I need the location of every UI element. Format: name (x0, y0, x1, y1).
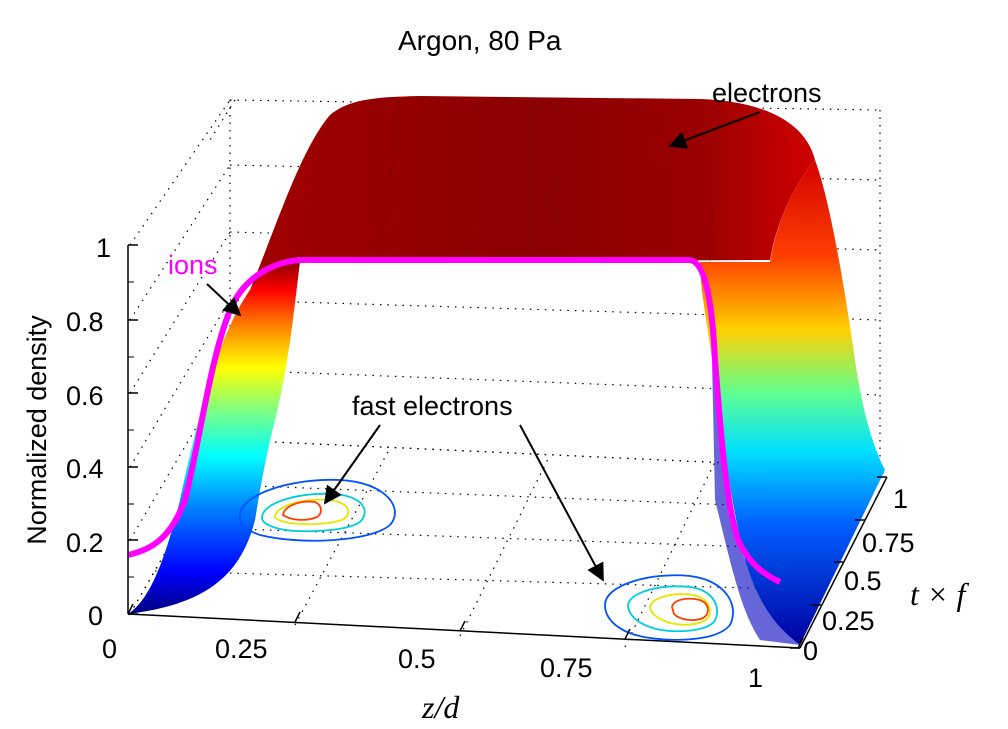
fast-electrons-arrow-right (519, 424, 604, 582)
y-axis-label: t × f (910, 576, 969, 612)
electrons-surface (128, 96, 885, 645)
grid-lines (129, 99, 881, 648)
x-tick-label: 0.75 (540, 653, 593, 683)
fast-electrons-label: fast electrons (352, 391, 513, 421)
ions-label: ions (168, 250, 218, 280)
z-axis-ticks (128, 244, 138, 615)
chart-title: Argon, 80 Pa (398, 25, 562, 56)
y-tick-label: 1 (893, 484, 908, 514)
ions-arrow (206, 283, 242, 317)
fast-electrons-arrow-left (323, 424, 381, 505)
x-axis-ticks (127, 603, 804, 649)
z-tick-label: 0.8 (66, 307, 104, 337)
y-tick-label: 0.75 (862, 528, 915, 558)
z-tick-label: 1 (96, 233, 111, 263)
z-tick-labels: 0 0.2 0.4 0.6 0.8 1 (66, 233, 111, 631)
z-minor-ticks (128, 281, 134, 578)
contours-right (604, 574, 734, 641)
x-tick-labels: 0 0.25 0.5 0.75 1 (102, 634, 763, 693)
y-axis-ticks (790, 476, 887, 649)
y-tick-labels: 0 0.25 0.5 0.75 1 (803, 484, 915, 666)
x-tick-label: 0 (102, 634, 117, 664)
z-tick-label: 0.4 (66, 454, 104, 484)
ions-line (127, 257, 782, 585)
electrons-arrow (668, 111, 761, 149)
z-tick-label: 0.6 (66, 381, 104, 411)
z-axis-label: Normalized density (22, 315, 52, 545)
x-tick-label: 0.5 (398, 644, 436, 674)
z-tick-label: 0 (88, 601, 103, 631)
y-tick-label: 0 (803, 636, 818, 666)
x-axis-label: z/d (421, 689, 460, 725)
y-tick-label: 0.5 (844, 566, 882, 596)
electrons-label: electrons (712, 78, 822, 108)
z-tick-label: 0.2 (66, 528, 104, 558)
contours-left (239, 478, 396, 542)
x-tick-label: 0.25 (215, 634, 268, 664)
y-tick-label: 0.25 (822, 606, 875, 636)
x-tick-label: 1 (748, 663, 763, 693)
